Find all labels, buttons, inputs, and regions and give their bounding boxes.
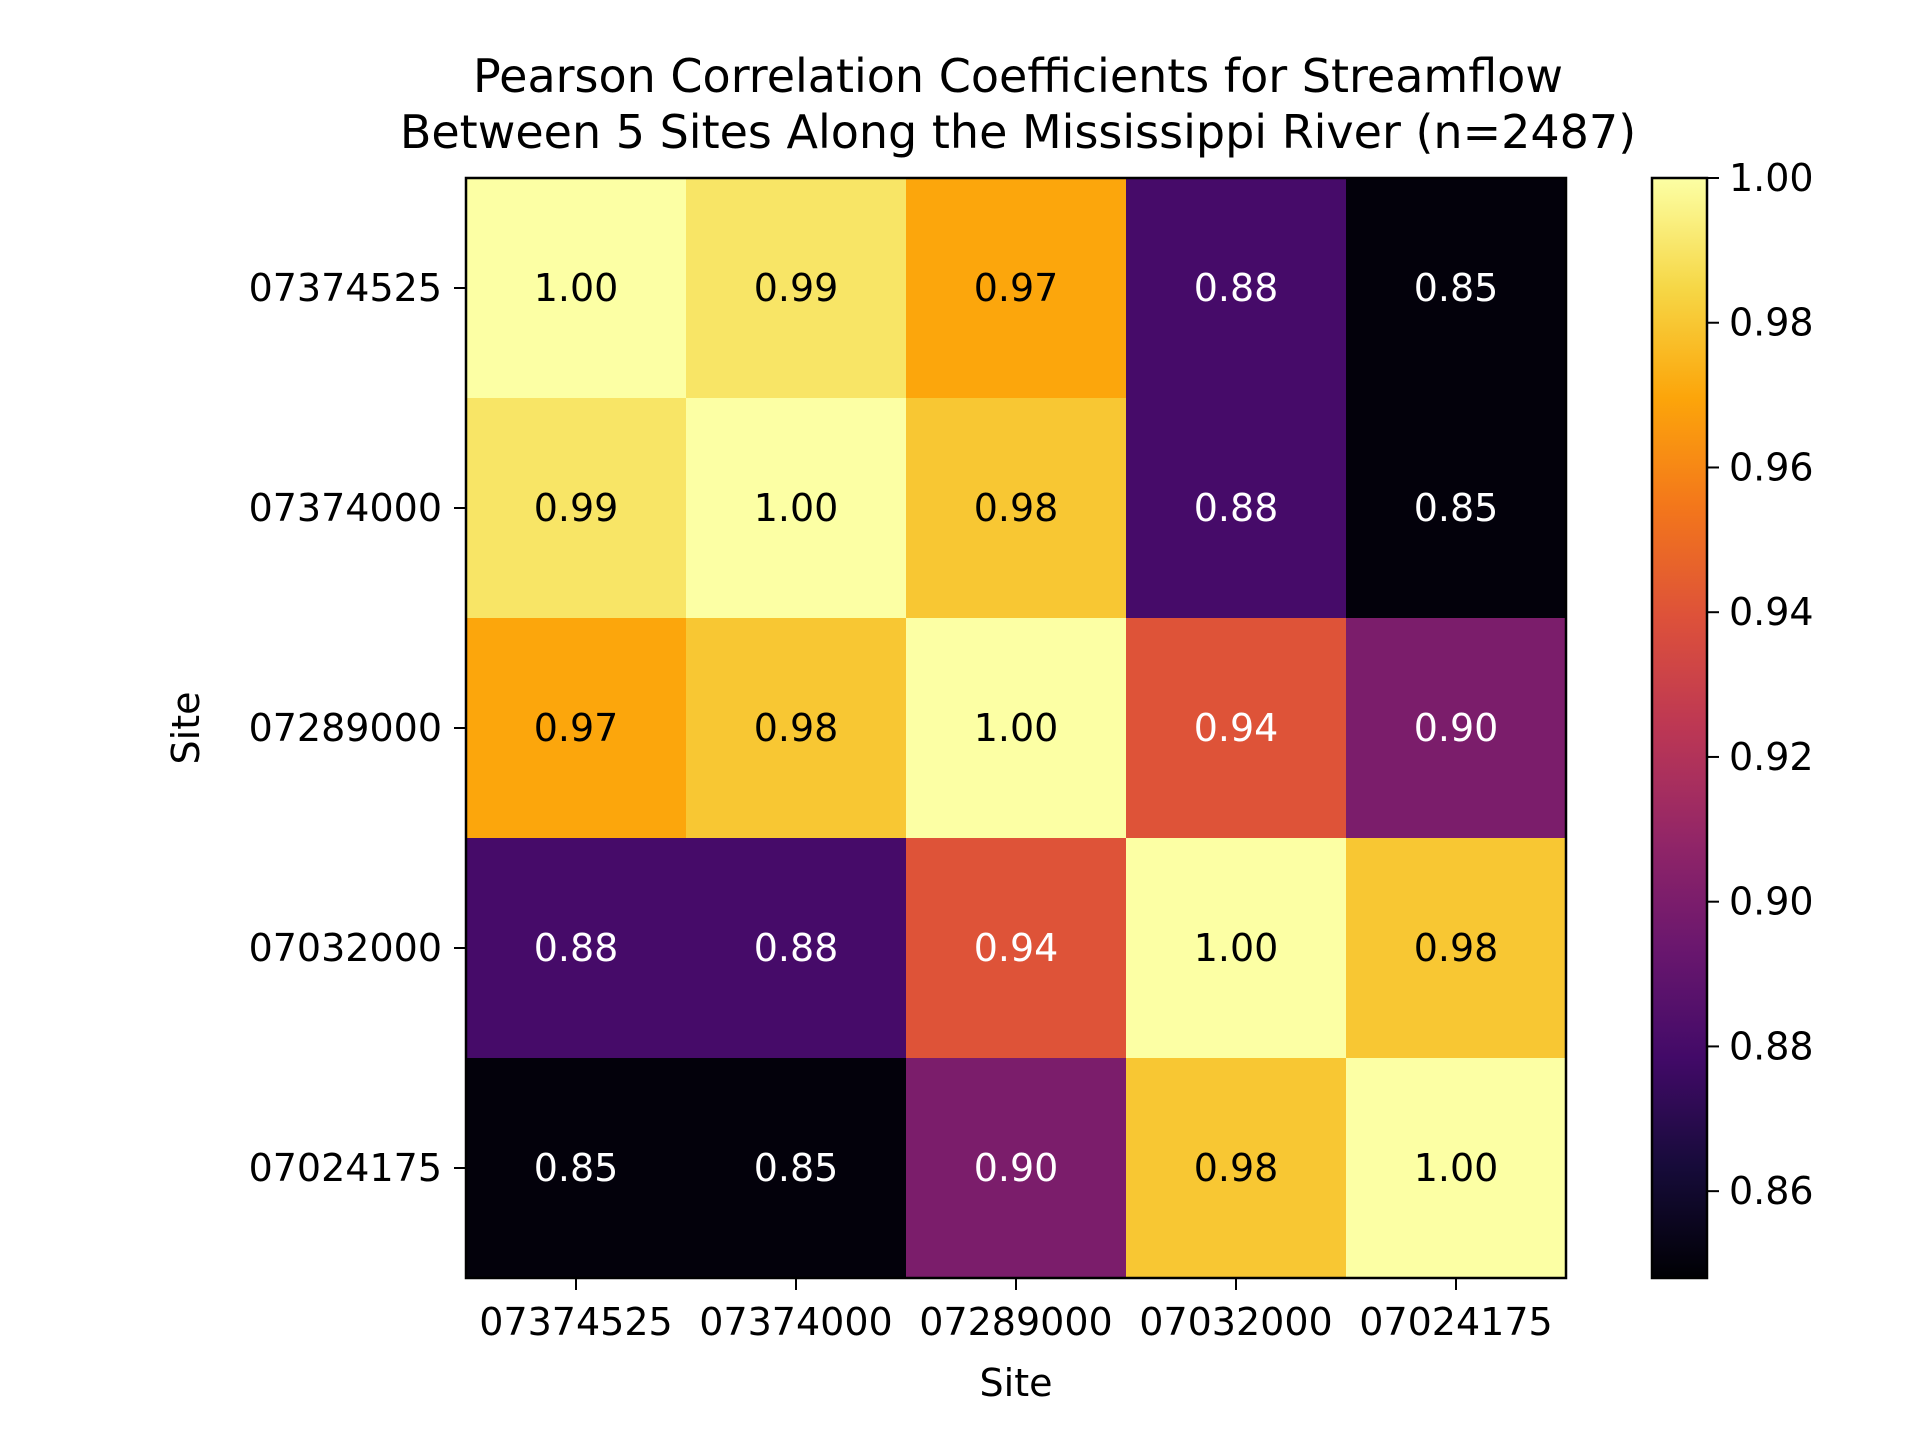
x-tick-label-0: 07374525 [479, 1300, 672, 1344]
cell-value-label-r3-c3: 1.00 [1194, 926, 1279, 970]
heatmap-cell-r3-c3 [1126, 838, 1347, 1059]
heatmap-cell-r4-c2 [906, 1058, 1127, 1279]
cell-value-label-r0-c0: 1.00 [534, 266, 619, 310]
cell-value-label-r0-c4: 0.85 [1414, 266, 1499, 310]
x-tick-label-1: 07374000 [699, 1300, 892, 1344]
x-tick-label-4: 07024175 [1359, 1300, 1552, 1344]
x-axis-ticks: 07374525 07374000 07289000 07032000 07024175 [479, 1278, 1553, 1344]
heatmap-cells [466, 178, 1567, 1279]
cell-value-label-r2-c1: 0.98 [754, 706, 839, 750]
heatmap-cell-r0-c0 [466, 178, 687, 399]
cell-value-label-r0-c2: 0.97 [974, 266, 1059, 310]
cell-value-label-r1-c0: 0.99 [534, 486, 619, 530]
heatmap-cell-r1-c3 [1126, 398, 1347, 619]
cell-value-label-r2-c4: 0.90 [1414, 706, 1499, 750]
cell-value-label-r2-c0: 0.97 [534, 706, 619, 750]
cell-value-label-r3-c2: 0.94 [974, 926, 1059, 970]
y-axis-ticks: 07374525 07374000 07289000 07032000 07024175 [249, 266, 466, 1190]
y-tick-label-3: 07032000 [249, 926, 442, 970]
chart-title-line-1: Pearson Correlation Coefficients for Str… [473, 49, 1563, 103]
colorbar-tick-label-4: 0.94 [1729, 590, 1814, 634]
colorbar-tick-label-7: 1.00 [1729, 156, 1814, 200]
x-tick-label-3: 07032000 [1139, 1300, 1332, 1344]
heatmap-cell-r0-c4 [1346, 178, 1567, 399]
heatmap-cell-r3-c0 [466, 838, 687, 1059]
y-tick-label-0: 07374525 [249, 266, 442, 310]
colorbar-tick-label-3: 0.92 [1729, 735, 1814, 779]
colorbar [1650, 176, 1709, 1280]
cell-value-label-r3-c4: 0.98 [1414, 926, 1499, 970]
heatmap-cell-r2-c0 [466, 618, 687, 839]
cell-value-label-r3-c1: 0.88 [754, 926, 839, 970]
cell-value-label-r4-c0: 0.85 [534, 1146, 619, 1190]
heatmap-cell-r2-c2 [906, 618, 1127, 839]
heatmap-cell-r3-c1 [686, 838, 907, 1059]
y-axis-label: Site [164, 692, 208, 765]
colorbar-tick-label-0: 0.86 [1729, 1169, 1814, 1213]
heatmap-cell-r3-c4 [1346, 838, 1567, 1059]
cell-value-label-r2-c3: 0.94 [1194, 706, 1279, 750]
cell-value-label-r4-c2: 0.90 [974, 1146, 1059, 1190]
heatmap-cell-r1-c4 [1346, 398, 1567, 619]
heatmap-cell-r1-c0 [466, 398, 687, 619]
heatmap-cell-r2-c3 [1126, 618, 1347, 839]
heatmap-cell-r1-c1 [686, 398, 907, 619]
colorbar-tick-label-2: 0.90 [1729, 880, 1814, 924]
x-axis-label: Site [980, 1361, 1053, 1405]
heatmap-cell-r2-c4 [1346, 618, 1567, 839]
cell-value-label-r1-c4: 0.85 [1414, 486, 1499, 530]
chart-title-line-2: Between 5 Sites Along the Mississippi Ri… [400, 105, 1636, 159]
cell-value-label-r1-c2: 0.98 [974, 486, 1059, 530]
heatmap-cell-r0-c3 [1126, 178, 1347, 399]
heatmap-cell-r4-c1 [686, 1058, 907, 1279]
cell-value-label-r1-c3: 0.88 [1194, 486, 1279, 530]
colorbar-tick-label-6: 0.98 [1729, 301, 1814, 345]
cell-value-label-r0-c1: 0.99 [754, 266, 839, 310]
heatmap-cell-r2-c1 [686, 618, 907, 839]
cell-value-label-r4-c4: 1.00 [1414, 1146, 1499, 1190]
heatmap-cell-labels: 1.00 0.99 0.97 0.88 0.85 0.99 1.00 0.98 0.88 0.85… [534, 266, 1499, 1190]
heatmap-cell-r4-c0 [466, 1058, 687, 1279]
y-tick-label-1: 07374000 [249, 486, 442, 530]
cell-value-label-r4-c1: 0.85 [754, 1146, 839, 1190]
y-tick-label-2: 07289000 [249, 706, 442, 750]
heatmap-cell-r0-c1 [686, 178, 907, 399]
cell-value-label-r1-c1: 1.00 [754, 486, 839, 530]
cell-value-label-r4-c3: 0.98 [1194, 1146, 1279, 1190]
heatmap-cell-r1-c2 [906, 398, 1127, 619]
colorbar-ticks: 0.86 0.88 0.90 0.92 0.94 0.96 0.98 1.00 [1707, 156, 1814, 1213]
cell-value-label-r0-c3: 0.88 [1194, 266, 1279, 310]
colorbar-tick-label-5: 0.96 [1729, 445, 1814, 489]
heatmap-cell-r0-c2 [906, 178, 1127, 399]
colorbar-tick-label-1: 0.88 [1729, 1024, 1814, 1068]
heatmap-cell-r4-c3 [1126, 1058, 1347, 1279]
x-tick-label-2: 07289000 [919, 1300, 1112, 1344]
heatmap-cell-r4-c4 [1346, 1058, 1567, 1279]
cell-value-label-r2-c2: 1.00 [974, 706, 1059, 750]
y-tick-label-4: 07024175 [249, 1146, 442, 1190]
heatmap-cell-r3-c2 [906, 838, 1127, 1059]
cell-value-label-r3-c0: 0.88 [534, 926, 619, 970]
